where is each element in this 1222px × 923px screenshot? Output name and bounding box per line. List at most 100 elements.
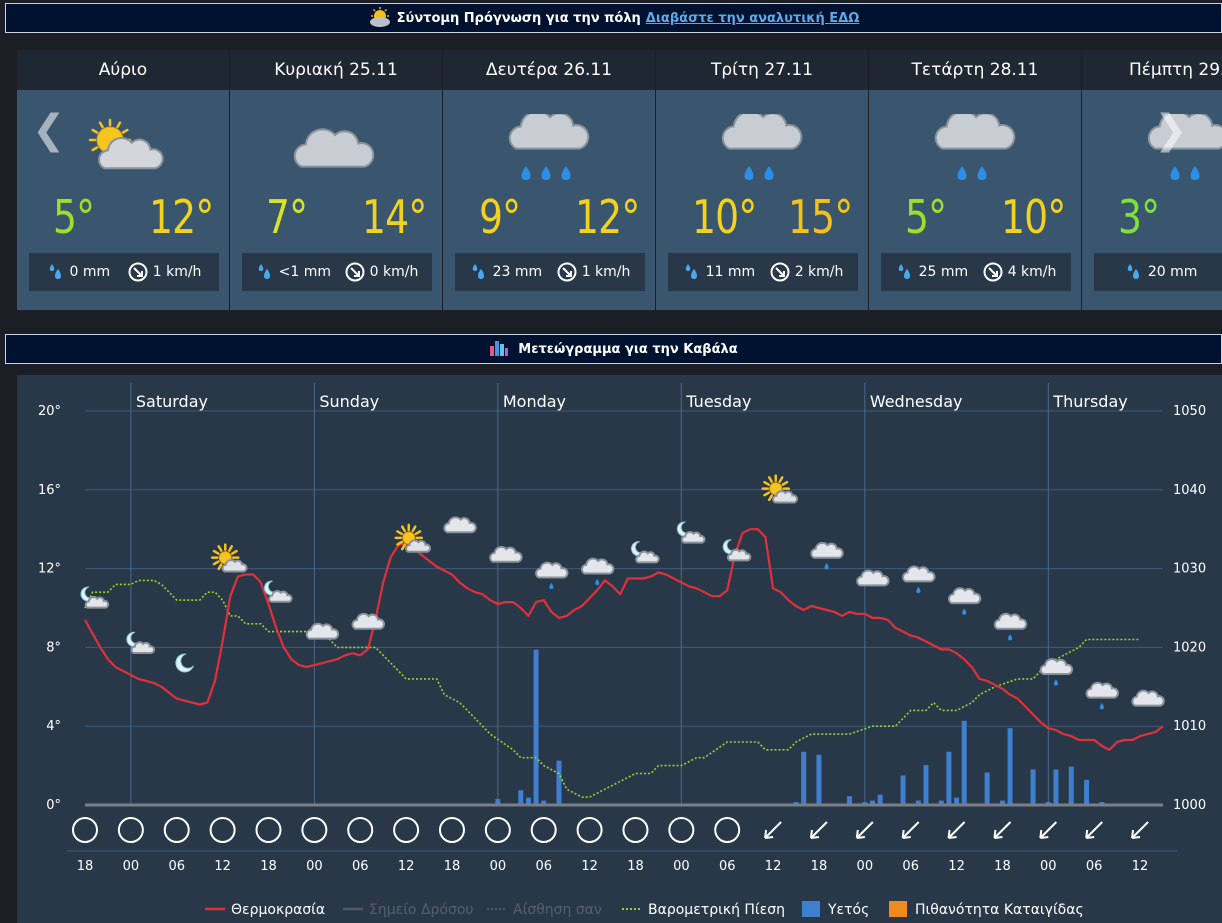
day-label: Saturday bbox=[136, 392, 208, 411]
forecast-carousel: Αύριο 5° 12° 0 mm 1 km/h Κυριακή 25.11 7° 14° <1… bbox=[17, 50, 1222, 310]
carousel-next-icon[interactable]: ❯ bbox=[1154, 107, 1188, 153]
min-temperature: 5° bbox=[53, 190, 95, 244]
calm-wind-icon bbox=[347, 817, 374, 843]
legend-label: Θερμοκρασία bbox=[231, 902, 325, 918]
calm-wind-icon bbox=[484, 817, 511, 843]
weather-logo-icon bbox=[368, 7, 392, 29]
calm-wind-icon bbox=[117, 817, 144, 843]
precipitation-bar bbox=[533, 649, 539, 805]
cloud-rain-icon bbox=[902, 565, 936, 594]
forecast-info-box: 0 mm 1 km/h bbox=[29, 253, 219, 291]
legend-item[interactable]: Υετός bbox=[802, 901, 869, 918]
legend-item[interactable]: Θερμοκρασία bbox=[205, 902, 325, 918]
x-axis-tick-label: 18 bbox=[994, 859, 1011, 874]
precipitation-item: <1 mm bbox=[256, 262, 331, 282]
forecast-day-name: Τετάρτη 28.11 bbox=[869, 50, 1081, 90]
cloud-rain-icon bbox=[1085, 681, 1119, 710]
x-axis-tick-label: 06 bbox=[1086, 859, 1103, 874]
precipitation-item: 23 mm bbox=[470, 262, 542, 282]
x-axis-tick-label: 12 bbox=[398, 859, 415, 874]
precipitation-item: 11 mm bbox=[683, 262, 756, 282]
calm-wind-icon bbox=[393, 817, 420, 843]
wind-direction-icon bbox=[345, 262, 365, 282]
calm-wind-icon bbox=[714, 817, 741, 843]
max-temperature: 12° bbox=[149, 190, 214, 244]
precipitation-bar bbox=[900, 775, 906, 805]
precipitation-bar bbox=[984, 772, 990, 805]
max-temperature: 12° bbox=[575, 190, 640, 244]
precipitation-bar bbox=[954, 797, 960, 805]
short-forecast-title: Σύντομη Πρόγνωση για την πόλη bbox=[396, 10, 641, 26]
x-axis-tick-label: 12 bbox=[948, 859, 965, 874]
forecast-day-card[interactable]: Τρίτη 27.11 10° 15° 11 mm 2 km/h bbox=[656, 50, 868, 310]
x-axis-tick-label: 06 bbox=[168, 859, 185, 874]
precipitation-bar bbox=[946, 751, 952, 805]
temperature-series-line bbox=[84, 528, 1164, 751]
wind-direction-icon bbox=[557, 262, 577, 282]
legend-item[interactable]: Σημείο Δρόσου bbox=[343, 902, 474, 918]
legend-item[interactable]: Πιθανότητα Καταιγίδας bbox=[889, 901, 1084, 918]
precipitation-bar bbox=[1084, 779, 1090, 805]
forecast-day-card[interactable]: Δευτέρα 26.11 9° 12° 23 mm 1 km/h bbox=[443, 50, 655, 310]
precipitation-bar bbox=[847, 796, 853, 805]
x-axis-tick-label: 12 bbox=[1132, 859, 1149, 874]
forecast-day-card[interactable]: Αύριο 5° 12° 0 mm 1 km/h bbox=[17, 50, 229, 310]
raindrops-icon bbox=[258, 264, 270, 279]
x-axis-tick-label: 18 bbox=[627, 859, 644, 874]
rain-icon bbox=[869, 114, 1081, 184]
y-right-axis-tick-label: 1040 bbox=[1173, 483, 1206, 498]
y-axis-tick-label: 12° bbox=[38, 562, 61, 577]
precipitation-bar bbox=[801, 751, 807, 805]
day-label: Monday bbox=[503, 392, 566, 411]
x-axis-tick-label: 00 bbox=[123, 859, 140, 874]
forecast-day-card[interactable]: Πέμπτη 29.11 3° 20 mm bbox=[1082, 50, 1222, 310]
wind-direction-icon bbox=[770, 262, 790, 282]
raindrops-icon bbox=[898, 264, 910, 279]
precipitation-bar bbox=[999, 800, 1005, 805]
moon-cloud-icon bbox=[722, 539, 752, 562]
forecast-day-card[interactable]: Τετάρτη 28.11 5° 10° 25 mm 4 km/h bbox=[869, 50, 1081, 310]
sun-cloud-icon bbox=[761, 474, 798, 504]
raindrops-icon bbox=[472, 264, 484, 279]
wind-item: 2 km/h bbox=[770, 262, 843, 282]
y-right-axis-tick-label: 1050 bbox=[1173, 404, 1206, 419]
max-temperature: 14° bbox=[362, 190, 427, 244]
calm-wind-icon bbox=[301, 817, 328, 843]
wind-item: 0 km/h bbox=[345, 262, 418, 282]
carousel-prev-icon[interactable]: ❮ bbox=[32, 107, 66, 153]
x-axis-tick-label: 18 bbox=[811, 859, 828, 874]
min-temperature: 9° bbox=[479, 190, 521, 244]
wind-arrow-icon bbox=[1039, 821, 1058, 839]
wind-arrow-icon bbox=[855, 821, 874, 839]
raindrops-icon bbox=[49, 264, 61, 279]
legend-item[interactable]: Αίσθηση σαν bbox=[487, 902, 602, 918]
day-label: Thursday bbox=[1052, 392, 1127, 411]
x-axis-tick-label: 06 bbox=[902, 859, 919, 874]
min-temperature: 7° bbox=[266, 190, 308, 244]
wind-arrow-icon bbox=[809, 821, 828, 839]
precipitation-bar bbox=[938, 800, 944, 805]
legend-item[interactable]: Βαρομετρική Πίεση bbox=[622, 902, 785, 918]
detailed-forecast-link[interactable]: Διαβάστε την αναλυτική ΕΔΩ bbox=[645, 10, 860, 26]
cloud-rain-icon bbox=[810, 541, 844, 570]
wind-item: 4 km/h bbox=[983, 262, 1056, 282]
cloud-icon bbox=[443, 516, 477, 534]
precipitation-bar bbox=[556, 760, 562, 805]
wind-arrow-icon bbox=[947, 821, 966, 839]
meteogram-title: Μετεώγραμμα για την Καβάλα bbox=[518, 341, 738, 357]
calm-wind-icon bbox=[530, 817, 557, 843]
cloud-icon bbox=[856, 569, 890, 587]
min-temperature: 5° bbox=[905, 190, 947, 244]
raindrops-icon bbox=[1127, 264, 1139, 279]
precipitation-value: 11 mm bbox=[705, 264, 756, 280]
moon-icon bbox=[175, 653, 194, 673]
wind-value: 1 km/h bbox=[581, 264, 631, 280]
precipitation-bar bbox=[961, 720, 967, 805]
forecast-day-card[interactable]: Κυριακή 25.11 7° 14° <1 mm 0 km/h bbox=[230, 50, 442, 310]
forecast-info-box: 25 mm 4 km/h bbox=[881, 253, 1071, 291]
precipitation-bar bbox=[816, 754, 822, 805]
x-axis-tick-label: 12 bbox=[214, 859, 231, 874]
x-axis-tick-label: 12 bbox=[765, 859, 782, 874]
day-label: Tuesday bbox=[685, 392, 751, 411]
moon-cloud-icon bbox=[630, 541, 660, 564]
